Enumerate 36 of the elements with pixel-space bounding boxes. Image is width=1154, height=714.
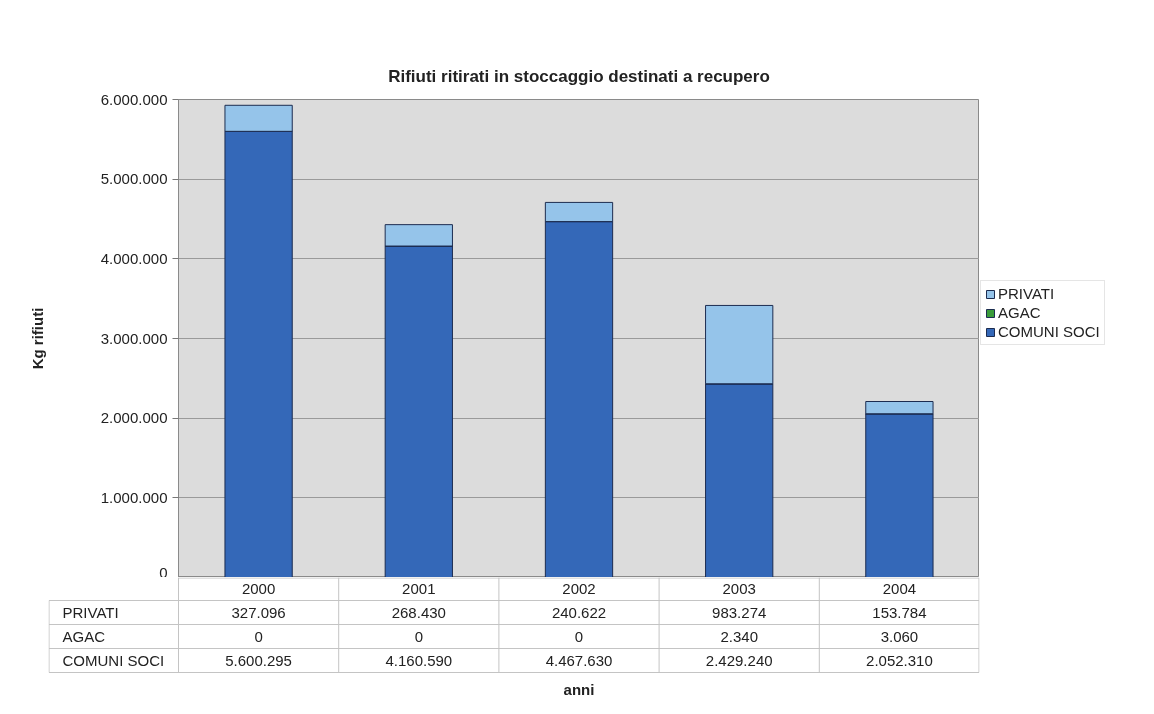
legend-label: COMUNI SOCI <box>998 323 1100 340</box>
text: COMUNI SOCI <box>62 652 165 669</box>
y-tick-label: 5.000.000 <box>100 170 168 188</box>
data-label: 0 <box>574 627 584 645</box>
data-label: 153.784 <box>872 603 927 621</box>
x-tick-label: 2001 <box>402 580 436 597</box>
data-label: 268.430 <box>391 603 446 621</box>
y-tick-label: 1.000.000 <box>100 488 168 506</box>
x-tick-label: 2003 <box>722 580 756 597</box>
y-tick-label: 2.000.000 <box>100 409 168 427</box>
y-tick-label: 4.000.000 <box>100 249 168 267</box>
data-label: 2.429.240 <box>705 651 773 669</box>
data-label: 3.060 <box>880 627 919 645</box>
data-label: 2.052.310 <box>866 651 933 669</box>
text: anni <box>563 681 595 698</box>
text: AGAC <box>62 628 106 645</box>
data-label: 983.274 <box>712 603 767 621</box>
data-label: 4.160.590 <box>385 651 453 669</box>
legend-label: PRIVATI <box>998 285 1055 302</box>
data-label: 4.467.630 <box>545 651 613 669</box>
x-tick-label: 2002 <box>562 580 596 597</box>
data-label: 5.600.295 <box>225 651 292 669</box>
text: PRIVATI <box>62 604 119 621</box>
legend-label: AGAC <box>998 304 1041 321</box>
y-tick-label: 6.000.000 <box>100 90 168 108</box>
x-tick-label: 2004 <box>882 580 917 597</box>
data-label: 0 <box>254 627 263 645</box>
data-label: 240.622 <box>551 603 607 621</box>
x-tick-label: 2000 <box>241 580 276 597</box>
chart-title: Rifiuti ritirati in stoccaggio destinati a recupero <box>388 66 770 86</box>
data-label: 327.096 <box>231 603 286 621</box>
data-label: 2.340 <box>720 627 758 645</box>
y-axis-title: Kg rifiuti <box>28 307 46 370</box>
data-label: 0 <box>414 627 423 645</box>
y-tick-label: 0 <box>159 563 168 581</box>
y-tick-label: 3.000.000 <box>100 329 168 347</box>
